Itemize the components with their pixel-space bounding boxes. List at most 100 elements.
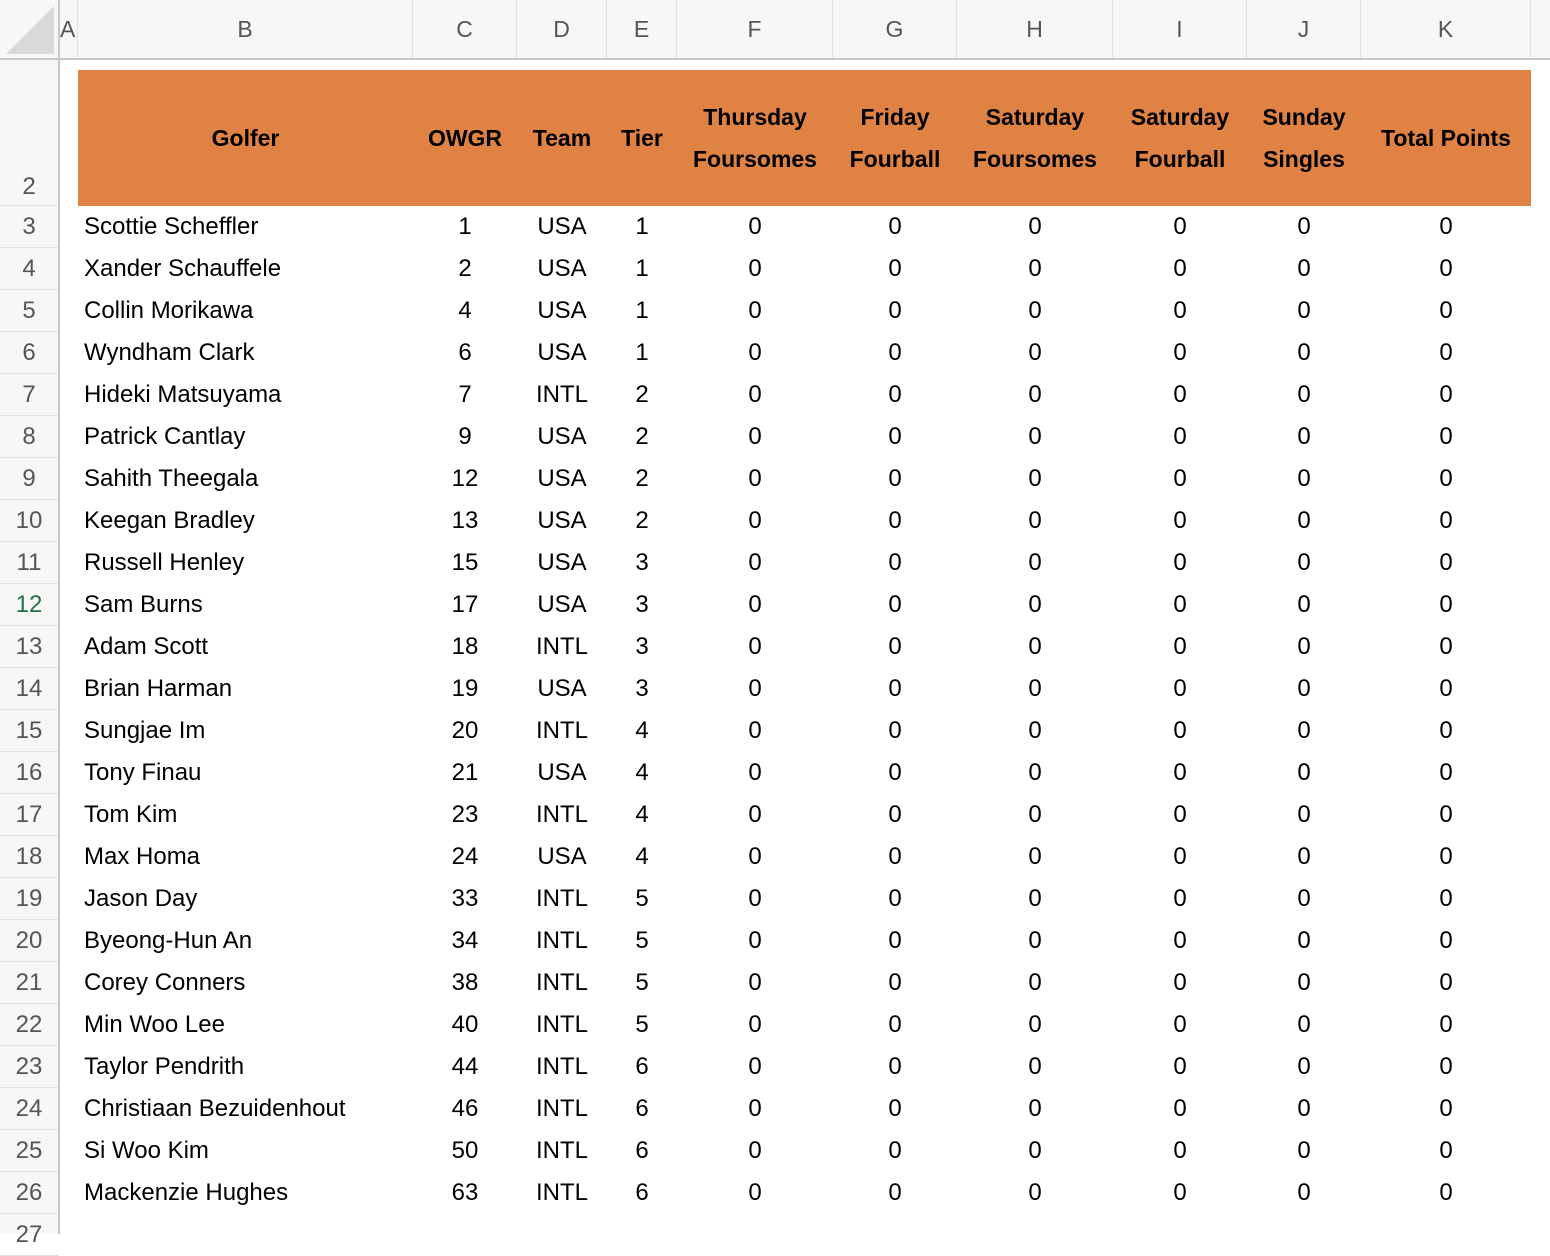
cell-owgr[interactable]: 21 [451, 759, 479, 786]
cell-tier[interactable]: 5 [635, 969, 649, 996]
cell-tier[interactable]: 3 [635, 675, 649, 702]
cell-owgr[interactable]: 50 [451, 1137, 479, 1164]
column-header-g[interactable]: G [833, 0, 957, 58]
row-header-13[interactable]: 13 [0, 626, 58, 668]
row-header-26[interactable]: 26 [0, 1172, 58, 1214]
cell-thursday-foursomes[interactable]: 0 [748, 633, 762, 660]
cell-thursday-foursomes[interactable]: 0 [748, 801, 762, 828]
cell-owgr[interactable]: 40 [451, 1011, 479, 1038]
header-sunday-singles[interactable]: Sunday Singles [1247, 70, 1361, 206]
cell-sunday-singles[interactable]: 0 [1297, 927, 1311, 954]
cell-thursday-foursomes[interactable]: 0 [748, 423, 762, 450]
cell-saturday-foursomes[interactable]: 0 [1028, 633, 1042, 660]
cell-team[interactable]: INTL [535, 801, 588, 828]
cell-total-points[interactable]: 0 [1439, 1053, 1453, 1080]
cell-friday-fourball[interactable]: 0 [888, 549, 902, 576]
cell-total-points[interactable]: 0 [1439, 927, 1453, 954]
cell-team[interactable]: USA [537, 675, 587, 702]
cell-friday-fourball[interactable]: 0 [888, 675, 902, 702]
cell-sunday-singles[interactable]: 0 [1297, 969, 1311, 996]
cell-golfer[interactable]: Hideki Matsuyama [84, 381, 282, 408]
cell-tier[interactable]: 2 [635, 465, 649, 492]
cell-tier[interactable]: 2 [635, 507, 649, 534]
row-header-10[interactable]: 10 [0, 500, 58, 542]
cell-team[interactable]: USA [537, 759, 587, 786]
cell-saturday-foursomes[interactable]: 0 [1028, 255, 1042, 282]
cell-team[interactable]: INTL [535, 1137, 588, 1164]
cell-thursday-foursomes[interactable]: 0 [748, 759, 762, 786]
cell-total-points[interactable]: 0 [1439, 759, 1453, 786]
row-header-22[interactable]: 22 [0, 1004, 58, 1046]
cell-sunday-singles[interactable]: 0 [1297, 297, 1311, 324]
cell-saturday-fourball[interactable]: 0 [1173, 759, 1187, 786]
cell-tier[interactable]: 1 [635, 255, 649, 282]
cell-golfer[interactable]: Sam Burns [84, 591, 203, 618]
select-all-button[interactable] [0, 0, 60, 58]
cell-owgr[interactable]: 13 [451, 507, 479, 534]
cell-tier[interactable]: 5 [635, 927, 649, 954]
row-header-5[interactable]: 5 [0, 290, 58, 332]
cell-total-points[interactable]: 0 [1439, 1137, 1453, 1164]
column-header-e[interactable]: E [607, 0, 677, 58]
cell-saturday-foursomes[interactable]: 0 [1028, 1179, 1042, 1206]
cell-sunday-singles[interactable]: 0 [1297, 507, 1311, 534]
cell-team[interactable]: USA [537, 297, 587, 324]
cell-owgr[interactable]: 15 [451, 549, 479, 576]
cell-sunday-singles[interactable]: 0 [1297, 717, 1311, 744]
cell-golfer[interactable]: Wyndham Clark [84, 339, 255, 366]
cell-team[interactable]: USA [537, 843, 587, 870]
row-header-7[interactable]: 7 [0, 374, 58, 416]
cell-friday-fourball[interactable]: 0 [888, 381, 902, 408]
header-thursday-foursomes[interactable]: Thursday Foursomes [677, 70, 833, 206]
cell-tier[interactable]: 5 [635, 885, 649, 912]
cell-saturday-foursomes[interactable]: 0 [1028, 801, 1042, 828]
cell-owgr[interactable]: 1 [458, 213, 472, 240]
cell-owgr[interactable]: 24 [451, 843, 479, 870]
cell-saturday-foursomes[interactable]: 0 [1028, 1095, 1042, 1122]
cell-tier[interactable]: 6 [635, 1095, 649, 1122]
cell-saturday-foursomes[interactable]: 0 [1028, 297, 1042, 324]
cell-team[interactable]: INTL [535, 885, 588, 912]
cell-thursday-foursomes[interactable]: 0 [748, 339, 762, 366]
row-header-25[interactable]: 25 [0, 1130, 58, 1172]
row-header-21[interactable]: 21 [0, 962, 58, 1004]
cell-team[interactable]: INTL [535, 1179, 588, 1206]
cell-owgr[interactable]: 34 [451, 927, 479, 954]
cell-sunday-singles[interactable]: 0 [1297, 843, 1311, 870]
cell-sunday-singles[interactable]: 0 [1297, 1095, 1311, 1122]
row-header-12[interactable]: 12 [0, 584, 58, 626]
cell-golfer[interactable]: Si Woo Kim [84, 1137, 209, 1164]
cell-sunday-singles[interactable]: 0 [1297, 255, 1311, 282]
cell-golfer[interactable]: Sahith Theegala [84, 465, 259, 492]
cell-sunday-singles[interactable]: 0 [1297, 759, 1311, 786]
row-header-17[interactable]: 17 [0, 794, 58, 836]
cell-team[interactable]: INTL [535, 927, 588, 954]
cell-tier[interactable]: 2 [635, 423, 649, 450]
cell-thursday-foursomes[interactable]: 0 [748, 381, 762, 408]
cell-friday-fourball[interactable]: 0 [888, 591, 902, 618]
row-header-27[interactable]: 27 [0, 1214, 58, 1256]
cell-thursday-foursomes[interactable]: 0 [748, 591, 762, 618]
row-header-24[interactable]: 24 [0, 1088, 58, 1130]
cell-golfer[interactable]: Jason Day [84, 885, 198, 912]
row-header-11[interactable]: 11 [0, 542, 58, 584]
cell-saturday-foursomes[interactable]: 0 [1028, 549, 1042, 576]
cell-team[interactable]: INTL [535, 969, 588, 996]
cell-friday-fourball[interactable]: 0 [888, 717, 902, 744]
row-header-9[interactable]: 9 [0, 458, 58, 500]
cell-tier[interactable]: 4 [635, 801, 649, 828]
cell-saturday-foursomes[interactable]: 0 [1028, 507, 1042, 534]
cell-owgr[interactable]: 2 [458, 255, 472, 282]
cell-tier[interactable]: 2 [635, 381, 649, 408]
row-header-8[interactable]: 8 [0, 416, 58, 458]
cell-friday-fourball[interactable]: 0 [888, 969, 902, 996]
cell-thursday-foursomes[interactable]: 0 [748, 1137, 762, 1164]
cell-saturday-foursomes[interactable]: 0 [1028, 213, 1042, 240]
cell-owgr[interactable]: 20 [451, 717, 479, 744]
cell-saturday-fourball[interactable]: 0 [1173, 927, 1187, 954]
row-header-2[interactable]: 2 [0, 70, 58, 206]
cell-tier[interactable]: 4 [635, 759, 649, 786]
cell-golfer[interactable]: Byeong-Hun An [84, 927, 253, 954]
header-tier[interactable]: Tier [607, 70, 677, 206]
cell-golfer[interactable]: Brian Harman [84, 675, 233, 702]
